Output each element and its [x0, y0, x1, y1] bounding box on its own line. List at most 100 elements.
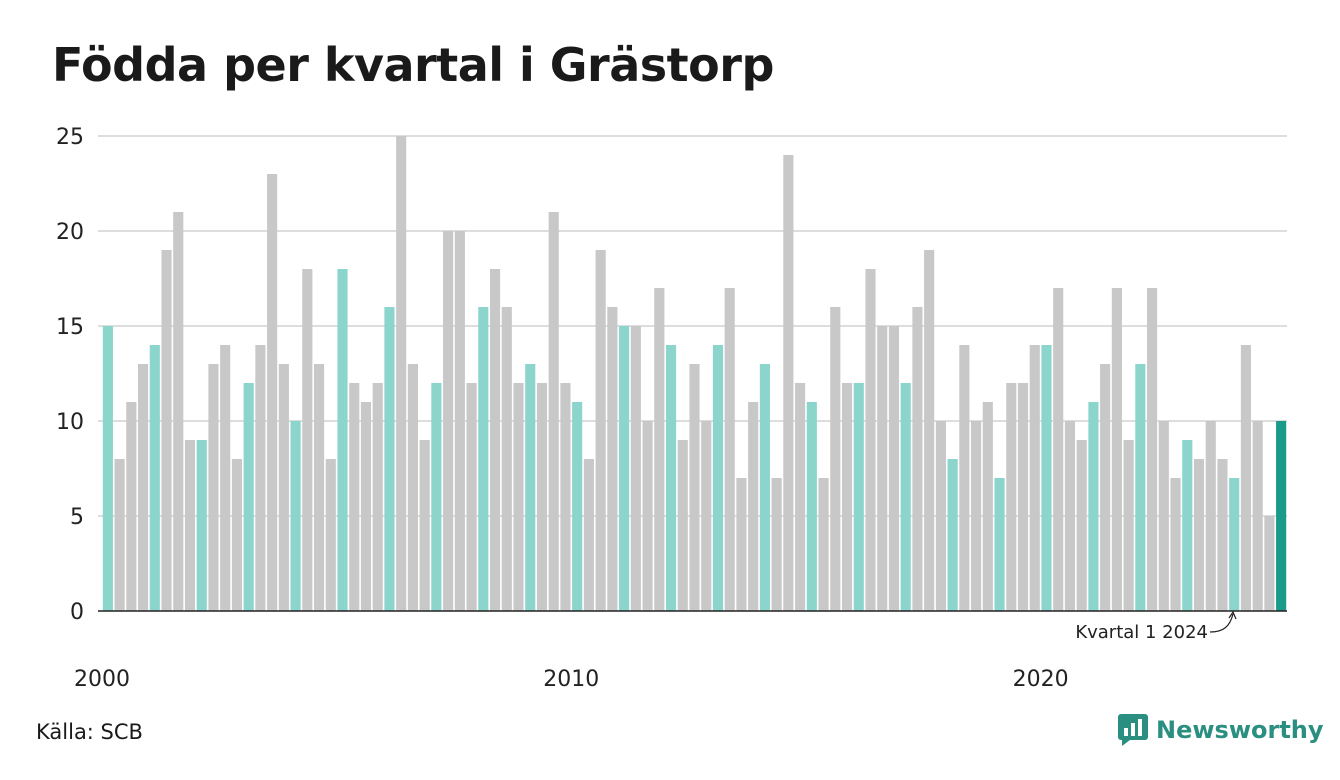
annotation-arrowhead [1228, 610, 1237, 620]
bar [1240, 345, 1252, 611]
bar [126, 402, 137, 611]
bar [900, 383, 911, 611]
bar [525, 364, 536, 611]
bar [1229, 478, 1240, 611]
bar [783, 155, 794, 611]
bar [712, 345, 724, 611]
y-tick-label: 25 [56, 125, 84, 150]
bar [841, 383, 853, 611]
bar [1158, 421, 1169, 611]
bar [501, 307, 512, 611]
y-tick-label: 20 [56, 220, 84, 245]
bar [278, 364, 289, 611]
brand[interactable]: Newsworthy [1118, 714, 1324, 746]
bar [302, 269, 313, 611]
source-note: Källa: SCB [36, 720, 143, 744]
bar [583, 459, 594, 611]
bar [947, 459, 958, 611]
axes: 0 5 10 15 20 25 2000 2010 2020 [56, 125, 1287, 692]
y-tick-label: 0 [70, 600, 84, 625]
bar [572, 402, 583, 611]
bar [489, 269, 501, 611]
bar [912, 307, 923, 611]
bar [231, 459, 242, 611]
bar [536, 383, 548, 611]
y-tick-label: 15 [56, 315, 84, 340]
bar [1088, 402, 1099, 611]
bar [1147, 288, 1158, 611]
annotation: Kvartal 1 2024 [1075, 610, 1237, 643]
bar [220, 345, 231, 611]
bar [1252, 421, 1263, 611]
bar [1041, 345, 1052, 611]
bar [994, 478, 1005, 611]
bar [137, 364, 149, 611]
bar [114, 459, 125, 611]
bar [1217, 459, 1228, 611]
bar [607, 307, 618, 611]
bar [466, 383, 477, 611]
bar [1264, 516, 1275, 611]
bar [478, 307, 489, 611]
bar [149, 345, 160, 611]
bar [877, 326, 888, 611]
bar [959, 345, 970, 611]
x-tick-label: 2010 [543, 667, 599, 692]
bar [853, 383, 864, 611]
bar [806, 402, 817, 611]
bar [771, 478, 782, 611]
y-tick-label: 10 [56, 410, 84, 435]
bar [724, 288, 735, 611]
bar [665, 345, 677, 611]
bar [701, 421, 712, 611]
bar [1017, 383, 1029, 611]
bar [1193, 459, 1205, 611]
bar [1135, 364, 1146, 611]
bar [349, 383, 360, 611]
bar [1053, 288, 1064, 611]
bar [396, 136, 407, 611]
x-tick-label: 2020 [1013, 667, 1069, 692]
bar [1111, 288, 1122, 611]
bar [1182, 440, 1193, 611]
bar [619, 326, 630, 611]
bar [865, 269, 876, 611]
bar [1123, 440, 1134, 611]
bar [1029, 345, 1040, 611]
bar [454, 231, 465, 611]
bar [372, 383, 383, 611]
brand-name: Newsworthy [1156, 716, 1324, 744]
bar [630, 326, 641, 611]
bar [689, 364, 700, 611]
bar [888, 326, 900, 611]
bar [313, 364, 325, 611]
bar [1006, 383, 1017, 611]
bar [1205, 421, 1216, 611]
bar [337, 269, 348, 611]
bar [548, 212, 559, 611]
bar [161, 250, 172, 611]
bar [443, 231, 454, 611]
bar [830, 307, 841, 611]
bar [818, 478, 829, 611]
bar [1276, 421, 1287, 611]
bar [982, 402, 993, 611]
bar [1100, 364, 1111, 611]
bar [208, 364, 219, 611]
bar [243, 383, 254, 611]
bar [360, 402, 372, 611]
bar [971, 421, 982, 611]
y-tick-label: 5 [70, 505, 84, 530]
bar [102, 326, 113, 611]
bar [654, 288, 665, 611]
bar [290, 421, 301, 611]
bar [325, 459, 336, 611]
bar [1064, 421, 1076, 611]
annotation-arrow [1209, 613, 1234, 633]
bar [431, 383, 442, 611]
bar [1170, 478, 1181, 611]
bar [267, 174, 278, 611]
bar [407, 364, 418, 611]
x-tick-label: 2000 [74, 667, 130, 692]
bar [795, 383, 806, 611]
